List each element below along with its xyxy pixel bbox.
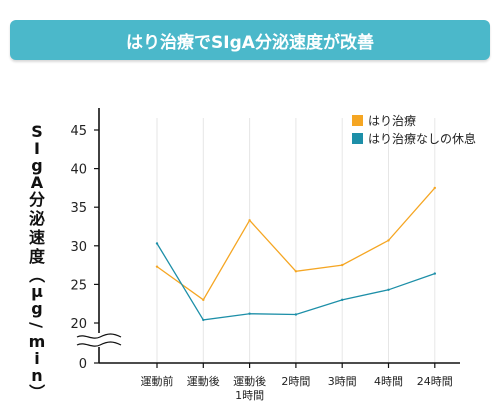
legend-label: はり治療なしの休息	[368, 131, 476, 146]
y-tick-label: 35	[70, 201, 87, 216]
x-tick-line: 2時間	[281, 375, 310, 388]
x-tick-line: 3時間	[328, 375, 357, 388]
data-point	[155, 242, 159, 245]
y-axis-label-char: 分	[29, 190, 45, 209]
y-axis-label-char: μ	[31, 282, 43, 301]
y-axis-label-char: S	[31, 122, 43, 141]
grid-lines	[156, 118, 436, 363]
data-point	[202, 298, 205, 302]
y-tick-label: 45	[70, 124, 87, 139]
y-axis-label-char: g	[31, 156, 42, 175]
legend-swatch	[352, 133, 363, 144]
y-axis-label-char: g	[31, 299, 42, 318]
y-tick-label: 0	[79, 357, 87, 372]
y-axis-label-char: n	[31, 366, 42, 385]
y-axis-label-char: 速	[29, 228, 45, 247]
y-axis-label-char: 泌	[29, 209, 45, 228]
y-tick-label: 20	[70, 317, 87, 332]
x-tick-label: 2時間	[281, 375, 310, 388]
y-axis-label-char: I	[34, 139, 40, 158]
y-tick-labels: 0 20 25 30 35 40 45	[70, 124, 87, 372]
y-axis-label-char: m	[29, 332, 46, 351]
x-tick-label: 運動後 1時間	[233, 374, 266, 402]
x-tick-label: 24時間	[417, 375, 453, 388]
legend-label: はり治療	[368, 114, 416, 128]
axes	[76, 108, 460, 368]
data-point	[341, 298, 344, 302]
x-tick-label: 運動後	[187, 374, 220, 388]
x-tick-label: 3時間	[328, 375, 357, 388]
x-tick-label: 運動前	[141, 374, 174, 388]
x-tick-line: 運動後	[187, 374, 220, 388]
data-point	[248, 219, 251, 222]
y-tick-label: 25	[70, 278, 87, 293]
y-tick-label: 40	[70, 163, 87, 178]
axis-break-mark	[76, 341, 122, 347]
axis-break-gap	[85, 333, 113, 347]
data-point	[294, 313, 298, 316]
x-tick-line: 運動後	[233, 374, 266, 388]
data-point	[433, 272, 436, 275]
x-tick-line: 4時間	[374, 375, 403, 388]
legend-swatch	[352, 115, 363, 126]
y-tick-label: 30	[70, 240, 87, 255]
data-point	[433, 186, 436, 190]
y-axis-label-char: i	[34, 349, 39, 368]
y-axis-label: SIgA分泌速度（μg/min）	[27, 122, 46, 400]
y-axis-label-char: ）	[27, 384, 46, 400]
chart-title: はり治療でSIgA分泌速度が改善	[10, 20, 490, 60]
y-axis-label-char: （	[27, 267, 46, 283]
x-tick-line: 1時間	[235, 389, 264, 402]
axis-break-mark	[76, 333, 122, 339]
data-point	[341, 263, 344, 267]
x-tick-label: 4時間	[374, 375, 403, 388]
y-axis-label-char: A	[31, 173, 44, 192]
data-point	[248, 312, 251, 315]
data-point	[155, 265, 159, 268]
data-point	[387, 288, 390, 292]
series-lines	[155, 186, 436, 322]
data-point	[202, 318, 205, 322]
x-tick-line: 24時間	[417, 375, 453, 388]
x-tick-line: 運動前	[141, 374, 174, 388]
data-point	[387, 239, 390, 242]
y-axis-label-char: /	[27, 322, 46, 328]
y-axis-label-char: 度	[29, 247, 46, 266]
data-point	[294, 270, 298, 273]
